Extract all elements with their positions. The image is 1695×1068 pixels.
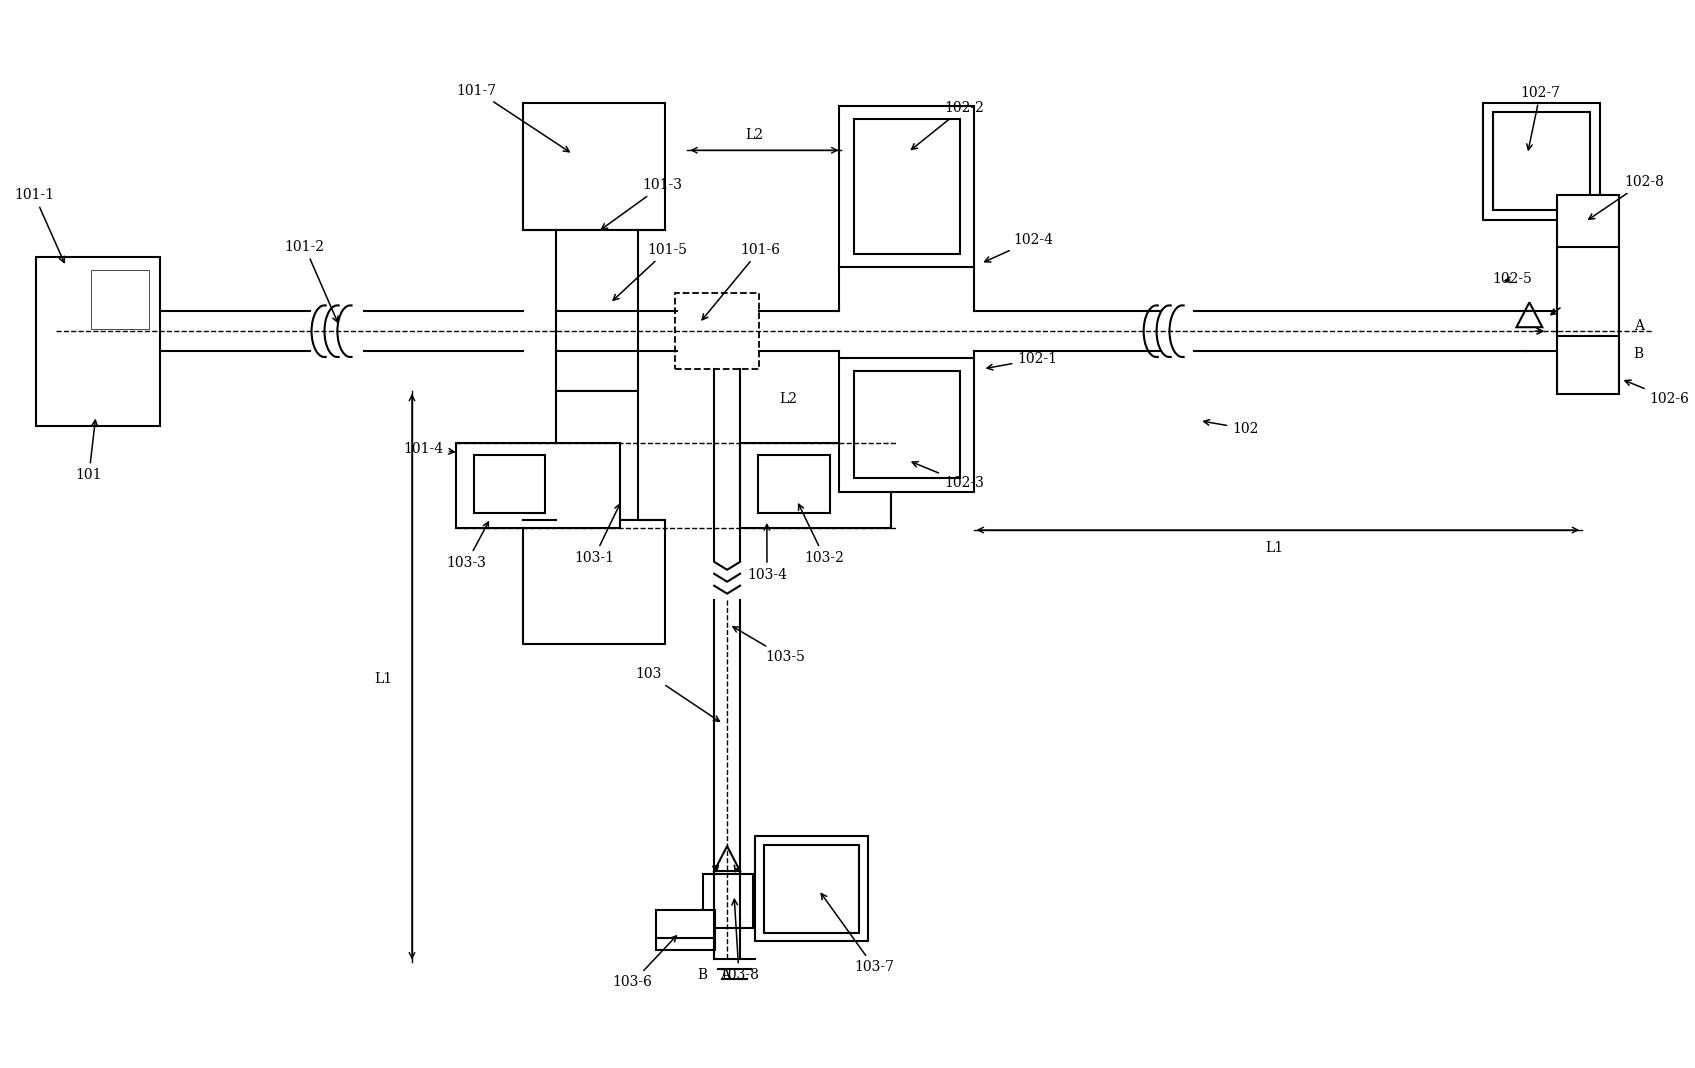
Bar [1483,103,1600,220]
Text: 101-2: 101-2 [285,239,337,323]
Bar [1558,336,1619,394]
Text: 101-7: 101-7 [456,83,570,152]
Text: 101: 101 [76,420,102,483]
Bar [754,836,868,941]
Bar [524,520,666,644]
Polygon shape [1517,302,1542,327]
Bar [839,358,973,492]
Text: 103-5: 103-5 [732,627,805,664]
Bar [758,455,829,513]
Bar [741,442,892,528]
Text: 102-1: 102-1 [986,352,1058,370]
Text: 103-2: 103-2 [798,504,844,565]
Bar [656,910,715,949]
Bar [556,391,637,520]
Bar [1558,195,1619,247]
Bar [764,845,859,932]
Bar [473,455,546,513]
Text: B: B [697,969,707,983]
Text: 103-7: 103-7 [820,894,895,974]
Text: 102-5: 102-5 [1493,272,1532,286]
Text: A: A [1634,319,1644,333]
Text: 103-8: 103-8 [719,899,759,983]
Bar [1493,112,1590,210]
Text: 101-5: 101-5 [614,242,688,300]
Bar [839,106,973,267]
Text: 103: 103 [636,668,719,721]
Text: L2: L2 [746,128,763,142]
Polygon shape [714,846,741,871]
Text: 102-6: 102-6 [1626,380,1690,406]
Text: 103-3: 103-3 [447,522,488,570]
Text: 102-4: 102-4 [985,233,1053,262]
Text: 103-4: 103-4 [747,524,786,582]
Text: 101-4: 101-4 [403,441,454,456]
Text: 101-6: 101-6 [702,242,780,319]
Bar [703,874,753,928]
Text: A: A [720,969,731,983]
Text: L2: L2 [778,392,797,406]
Text: 102-7: 102-7 [1520,85,1561,150]
Text: L1: L1 [375,672,392,686]
Text: 101-1: 101-1 [14,188,64,263]
Text: 103-6: 103-6 [612,936,676,989]
Text: 103-1: 103-1 [575,504,620,565]
Bar [524,103,666,230]
Text: 102: 102 [1203,420,1258,436]
Bar [675,294,759,368]
Text: 101-3: 101-3 [602,178,683,230]
Text: 102-3: 102-3 [912,461,983,490]
Bar [92,269,149,329]
Text: 102-8: 102-8 [1588,175,1664,219]
Text: L1: L1 [1264,540,1283,555]
Bar [36,256,161,426]
Bar [456,442,620,528]
Text: B: B [1634,347,1644,361]
Bar [854,120,959,254]
Bar [854,371,959,478]
Text: 102-2: 102-2 [912,100,983,150]
Bar [556,230,637,391]
